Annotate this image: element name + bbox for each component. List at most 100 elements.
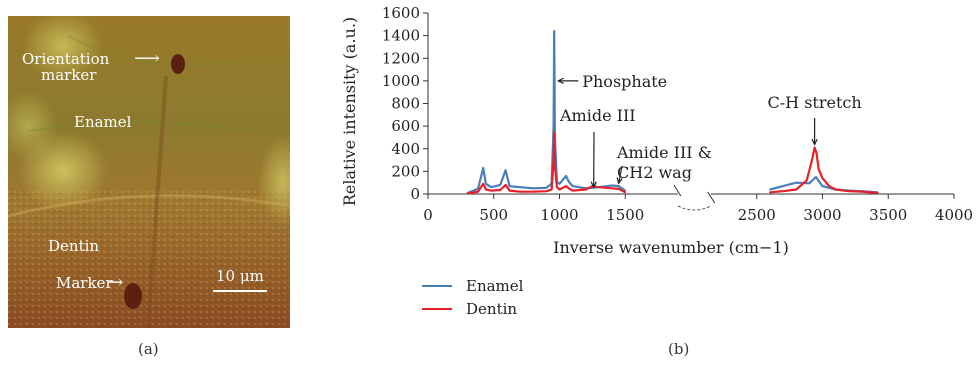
y-tick-label: 200 [391, 162, 420, 180]
data-point-dentin [834, 188, 837, 191]
series-line-dentin-2 [769, 146, 878, 194]
axis-break-dashed-curve [677, 205, 711, 211]
data-point-dentin [624, 191, 627, 194]
data-point-dentin [617, 188, 620, 190]
data-point-dentin [482, 183, 485, 185]
data-point-dentin [554, 164, 556, 167]
y-tick-label: 600 [391, 117, 420, 135]
data-point-enamel [519, 186, 521, 188]
data-point-dentin [504, 184, 507, 186]
legend-item-enamel: Enamel [422, 277, 523, 295]
data-point-enamel [808, 182, 811, 185]
data-point-enamel [490, 186, 492, 188]
data-point-dentin [567, 187, 570, 190]
x-tick-label: 1000 [540, 206, 578, 224]
data-point-enamel [567, 180, 570, 183]
y-tick-label: 1200 [382, 49, 420, 67]
x-tick-label: 3500 [869, 206, 907, 224]
data-point-dentin [545, 190, 548, 192]
data-point-enamel [565, 175, 567, 177]
data-point-enamel [782, 185, 784, 187]
axis-break-mark-right [707, 191, 716, 204]
annotation-ch-stretch: C-H stretch [768, 93, 862, 112]
data-point-enamel [499, 184, 502, 186]
data-point-enamel [558, 183, 561, 185]
data-point-enamel [815, 176, 817, 178]
data-point-dentin [485, 188, 487, 191]
data-point-dentin [821, 177, 824, 179]
data-point-enamel [485, 183, 487, 185]
dentin-region-label: Dentin [48, 237, 100, 255]
series-line-dentin-1 [467, 131, 626, 195]
data-point-enamel [552, 125, 555, 127]
x-tick-label: 500 [479, 206, 508, 224]
data-point-dentin [519, 190, 521, 193]
data-point-enamel [553, 30, 555, 32]
marker-arrow-icon: → [108, 272, 124, 293]
data-point-dentin [876, 192, 879, 194]
amide-iii-arrow-icon-head [590, 181, 597, 189]
data-point-enamel [508, 185, 511, 187]
chart-series-layer [466, 30, 879, 195]
data-point-dentin [556, 186, 558, 188]
data-point-dentin [565, 185, 567, 187]
data-point-enamel [504, 169, 507, 171]
x-tick-label: 4000 [935, 206, 973, 224]
data-point-dentin [811, 159, 813, 161]
data-point-enamel [769, 188, 771, 191]
data-point-dentin [848, 190, 850, 192]
data-point-enamel [795, 181, 797, 184]
x-tick-label: 3000 [803, 206, 841, 224]
ch-stretch-arrow-icon-head [811, 138, 818, 146]
legend-item-dentin: Dentin [422, 300, 517, 318]
panel-a-caption: (a) [138, 340, 159, 358]
data-point-dentin [817, 168, 820, 170]
data-point-dentin [466, 192, 469, 195]
afm-micrograph-image [8, 16, 290, 328]
legend-swatch-dentin [422, 308, 452, 310]
data-point-dentin [571, 189, 574, 192]
data-point-dentin [558, 188, 561, 191]
legend-label-enamel: Enamel [466, 277, 524, 295]
y-tick-label: 400 [391, 140, 420, 158]
orientation-marker-label-line1: Orientation [22, 50, 110, 68]
y-tick-label: 800 [391, 95, 420, 113]
data-point-dentin [795, 188, 797, 191]
data-point-dentin [550, 188, 553, 191]
y-tick-label: 0 [410, 185, 420, 203]
data-point-dentin [815, 152, 818, 155]
data-point-dentin [598, 186, 600, 188]
x-axis-title: Inverse wavenumber (cm−1) [553, 238, 789, 257]
orientation-marker-arrow-icon: ⟶ [134, 48, 160, 69]
data-point-enamel [482, 167, 485, 169]
data-point-dentin [861, 190, 863, 193]
data-point-dentin [508, 189, 511, 192]
data-point-dentin [490, 189, 492, 192]
annotation-amide-iii: Amide III [559, 106, 636, 125]
scale-bar [213, 290, 267, 292]
legend-label-dentin: Dentin [466, 300, 518, 318]
marker-label: Marker [56, 274, 113, 292]
data-point-dentin [611, 187, 613, 190]
data-point-dentin [499, 189, 502, 191]
phosphate-arrow-icon-head [556, 77, 564, 85]
orientation-marker-label-line2: marker [41, 66, 97, 84]
data-point-enamel [821, 185, 824, 187]
data-point-dentin [552, 159, 555, 161]
x-tick-label: 0 [423, 206, 433, 224]
ch2-wag-arrow-icon [618, 165, 623, 184]
data-point-dentin [805, 179, 808, 182]
data-point-dentin [585, 188, 587, 191]
data-point-dentin [553, 132, 555, 134]
data-point-enamel [532, 187, 534, 190]
legend-swatch-enamel [422, 285, 452, 287]
data-point-enamel [545, 187, 548, 189]
enamel-region-label: Enamel [74, 113, 132, 131]
annotation-ch2-wag: CH2 wag [617, 163, 692, 182]
x-tick-label: 1500 [606, 206, 644, 224]
data-point-enamel [611, 184, 613, 187]
data-point-dentin [782, 190, 784, 192]
axis-break-mark-left [673, 184, 682, 197]
y-axis-title: Relative intensity (a.u.) [340, 17, 359, 206]
